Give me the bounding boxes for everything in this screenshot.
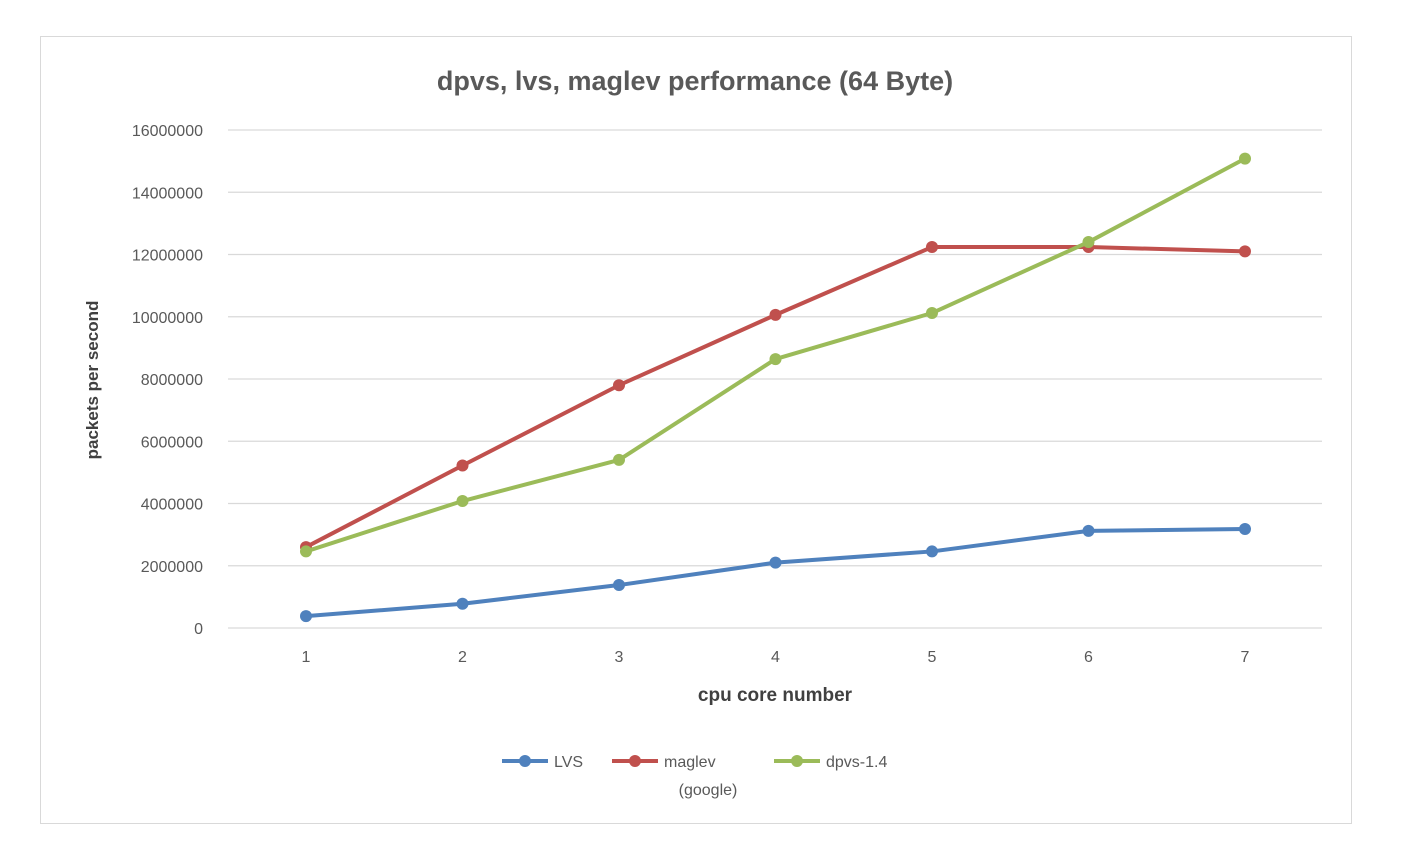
data-point [1239, 152, 1251, 165]
legend-label: (google) [679, 782, 738, 799]
x-tick-label: 6 [1084, 649, 1093, 666]
data-point [613, 579, 625, 592]
chart-frame [40, 36, 1352, 824]
data-point [1082, 524, 1095, 537]
data-point [300, 610, 312, 623]
x-tick-label: 1 [302, 649, 311, 666]
data-point [926, 241, 938, 254]
data-point [456, 597, 469, 610]
y-tick-label: 10000000 [132, 310, 203, 327]
legend-marker [629, 755, 641, 767]
legend-item: LVS [502, 754, 583, 771]
data-point [1239, 245, 1251, 258]
y-tick-label: 16000000 [132, 123, 203, 140]
data-point [1239, 523, 1251, 536]
x-axis-label: cpu core number [698, 685, 853, 706]
legend-label: LVS [554, 754, 583, 771]
x-axis-ticks: 1 2 3 4 5 6 7 [302, 649, 1250, 666]
chart-title: dpvs, lvs, maglev performance (64 Byte) [437, 66, 953, 96]
data-point [926, 545, 938, 558]
legend-label: dpvs-1.4 [826, 754, 887, 771]
data-point [1082, 236, 1095, 249]
y-tick-label: 0 [194, 621, 203, 638]
data-point [926, 307, 938, 320]
y-axis-ticks: 0 2000000 4000000 6000000 8000000 10000000 120… [132, 123, 203, 638]
data-point [769, 353, 782, 366]
series-line [304, 527, 1247, 619]
data-point [456, 495, 469, 508]
series-1 [300, 523, 1251, 623]
series-line [304, 245, 1247, 550]
data-point [769, 308, 782, 321]
data-point [613, 453, 625, 466]
data-series [300, 152, 1251, 623]
x-tick-label: 5 [928, 649, 937, 666]
legend-item: dpvs-1.4 [774, 754, 887, 771]
legend-label: maglev [664, 754, 716, 771]
data-point [769, 556, 782, 569]
data-point [300, 545, 312, 558]
y-axis-label: packets per second [83, 301, 102, 460]
series-3 [300, 152, 1251, 558]
y-tick-label: 14000000 [132, 185, 203, 202]
x-tick-label: 2 [458, 649, 467, 666]
y-tick-label: 12000000 [132, 248, 203, 265]
legend-marker [519, 755, 531, 767]
y-tick-label: 4000000 [141, 497, 203, 514]
legend-marker [791, 755, 803, 767]
x-tick-label: 4 [771, 649, 780, 666]
data-point [613, 379, 625, 392]
x-tick-label: 7 [1241, 649, 1250, 666]
y-tick-label: 6000000 [141, 434, 203, 451]
x-tick-label: 3 [615, 649, 624, 666]
data-point [456, 459, 469, 472]
legend-item: maglev (google) [612, 754, 737, 799]
y-tick-label: 2000000 [141, 559, 203, 576]
legend: LVS maglev (google) dpvs-1.4 [502, 754, 887, 799]
y-tick-label: 8000000 [141, 372, 203, 389]
